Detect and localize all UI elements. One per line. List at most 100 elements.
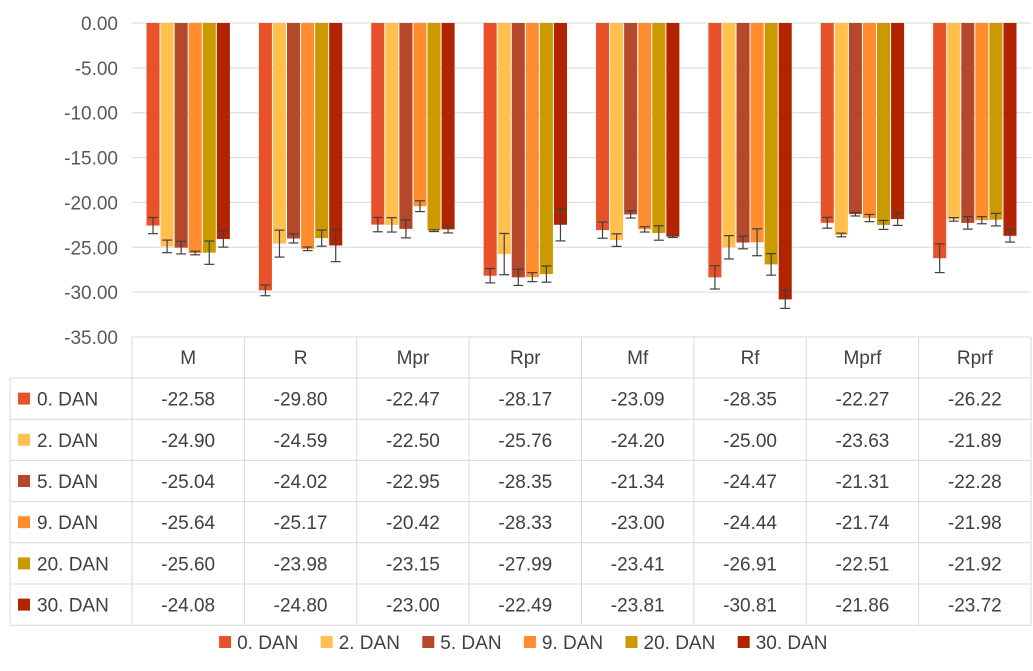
data-label: -26.91 [723,554,777,575]
category-label: Rf [741,348,761,369]
data-label: -24.80 [274,596,328,617]
legend-label: 5. DAN [440,633,501,654]
category-label: R [294,348,308,369]
y-tick-label: -30.00 [64,283,118,304]
bar [497,23,511,255]
data-label: -21.86 [836,596,890,617]
bar [188,23,202,254]
bar [652,23,666,234]
data-label: -23.72 [948,596,1002,617]
data-label: -24.59 [274,431,328,452]
bar [933,23,947,259]
bar [399,23,413,229]
table-series-name: 0. DAN [37,390,98,411]
data-label: -25.17 [274,513,328,534]
data-label: -25.64 [161,513,215,534]
bar [722,23,736,248]
bar [638,23,652,230]
table-series-name: 9. DAN [37,513,98,534]
data-label: -28.33 [498,513,552,534]
data-label: -21.34 [611,472,665,493]
bar [483,23,497,276]
bar [329,23,343,246]
legend-label: 0. DAN [237,633,298,654]
data-label: -22.49 [498,596,552,617]
bar [666,23,680,237]
table-legend-key [18,433,30,446]
data-label: -21.98 [948,513,1002,534]
data-label: -28.35 [723,390,777,411]
bar [511,23,525,278]
bar [441,23,455,230]
y-tick-label: -25.00 [64,238,118,259]
data-label: -22.95 [386,472,440,493]
bar [610,23,624,241]
data-label: -24.08 [161,596,215,617]
data-label: -25.04 [161,472,215,493]
bar [736,23,750,243]
data-label: -22.51 [836,554,890,575]
data-label: -22.28 [948,472,1002,493]
data-label: -23.00 [386,596,440,617]
bar [764,23,778,265]
bar [624,23,638,215]
y-tick-label: -35.00 [64,328,118,349]
table-series-name: 2. DAN [37,431,98,452]
data-label: -28.35 [498,472,552,493]
table-legend-key [18,392,30,405]
y-tick-label: -15.00 [64,149,118,170]
data-label: -23.63 [836,431,890,452]
data-label: -22.27 [836,390,890,411]
data-label: -24.47 [723,472,777,493]
bar [947,23,961,220]
bar [891,23,905,220]
bar [413,23,427,207]
category-label: Rpr [510,348,541,369]
data-label: -25.76 [498,431,552,452]
legend-key [219,636,232,648]
data-label: -23.41 [611,554,665,575]
data-label: -26.22 [948,390,1002,411]
data-label: -21.74 [836,513,890,534]
data-label: -29.80 [274,390,328,411]
data-label: -23.09 [611,390,665,411]
bar [525,23,539,278]
legend-key [737,636,750,648]
data-label: -24.44 [723,513,777,534]
data-label: -21.31 [836,472,890,493]
legend-label: 30. DAN [756,633,828,654]
table-legend-key [18,557,30,570]
bar [862,23,876,219]
y-tick-label: -5.00 [75,59,118,80]
data-label: -23.15 [386,554,440,575]
data-label: -24.02 [274,472,328,493]
category-label: Mprf [843,348,882,369]
data-label: -24.90 [161,431,215,452]
bar [539,23,553,275]
bar [820,23,834,223]
bar [427,23,441,231]
bar [202,23,216,253]
table-legend-key [18,516,30,529]
bar [174,23,188,248]
bar [315,23,329,239]
legend-label: 9. DAN [542,633,603,654]
data-label: -23.81 [611,596,665,617]
bar [272,23,286,244]
data-label: -25.60 [161,554,215,575]
table-series-name: 30. DAN [37,596,109,617]
category-label: Mf [627,348,649,369]
y-tick-label: -10.00 [64,104,118,125]
data-label: -24.20 [611,431,665,452]
bar [385,23,399,225]
bar [596,23,610,231]
category-label: Mpr [397,348,430,369]
bar [961,23,975,223]
data-label: -22.47 [386,390,440,411]
bar [834,23,848,235]
legend-key [625,636,638,648]
bar [989,23,1003,220]
bar [708,23,722,278]
bar [1003,23,1017,236]
